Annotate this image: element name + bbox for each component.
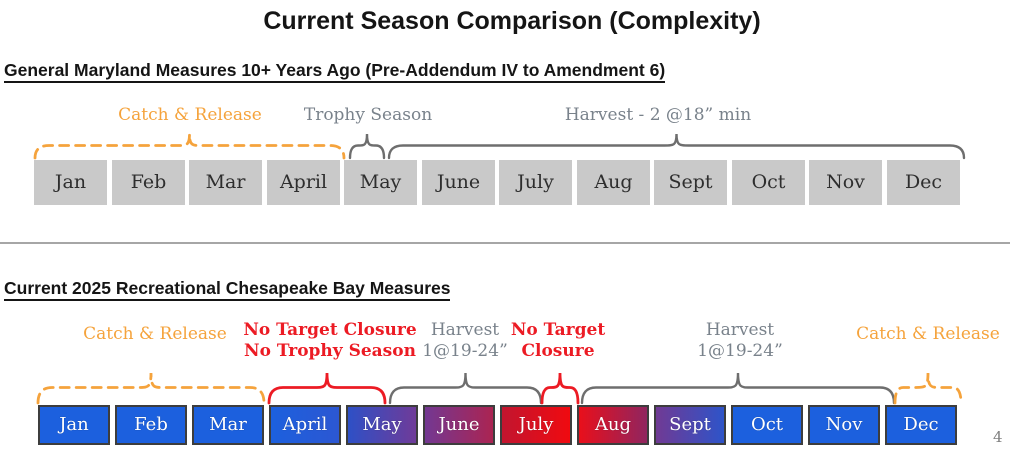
- month-cell: Jan: [38, 405, 110, 445]
- section2-heading: Current 2025 Recreational Chesapeake Bay…: [4, 278, 451, 301]
- month-cell: Aug: [577, 160, 650, 205]
- month-cell: July: [499, 160, 572, 205]
- page-number: 4: [993, 428, 1003, 446]
- brace-trophy-season: [348, 133, 386, 160]
- label-trophy-season: Trophy Season: [303, 105, 433, 125]
- label-catch-release-winter: Catch & Release: [83, 324, 227, 344]
- brace-catch-release-winter: [36, 372, 266, 405]
- month-cell: May: [346, 405, 418, 445]
- month-cell: July: [500, 405, 572, 445]
- month-cell: Oct: [732, 160, 805, 205]
- month-cell: June: [422, 160, 495, 205]
- month-cell: Dec: [885, 405, 957, 445]
- slide-title: Current Season Comparison (Complexity): [263, 7, 761, 35]
- brace-no-target-april: [267, 372, 387, 405]
- month-cell: Aug: [577, 405, 649, 445]
- label-harvest-old: Harvest - 2 @18” min: [564, 105, 752, 125]
- brace-catch-release-old: [33, 133, 346, 160]
- month-cell: Mar: [189, 160, 262, 205]
- month-cell: Dec: [887, 160, 960, 205]
- month-cell: Jan: [34, 160, 107, 205]
- month-cell: Nov: [808, 405, 880, 445]
- label-harvest-spring: Harvest 1@19-24”: [422, 320, 508, 361]
- month-cell: May: [344, 160, 417, 205]
- section1-heading: General Maryland Measures 10+ Years Ago …: [4, 60, 666, 83]
- label-catch-release-december: Catch & Release: [856, 324, 1000, 344]
- brace-harvest-spring: [388, 372, 543, 405]
- month-cell: Oct: [731, 405, 803, 445]
- label-no-target-april: No Target Closure No Trophy Season: [243, 320, 417, 361]
- brace-catch-release-december: [893, 372, 963, 405]
- month-cell: April: [269, 405, 341, 445]
- month-cell: Mar: [192, 405, 264, 445]
- brace-no-target-july: [540, 372, 580, 405]
- label-harvest-fall: Harvest 1@19-24”: [697, 320, 783, 361]
- label-catch-release-old: Catch & Release: [118, 105, 262, 125]
- month-cell: Sept: [654, 160, 727, 205]
- month-cell: Nov: [809, 160, 882, 205]
- section-divider: [0, 242, 1010, 244]
- month-cell: Feb: [115, 405, 187, 445]
- month-cell: Sept: [654, 405, 726, 445]
- brace-harvest-fall: [580, 372, 896, 405]
- month-cell: Feb: [112, 160, 185, 205]
- label-no-target-july: No Target Closure: [510, 320, 606, 361]
- month-cell: April: [267, 160, 340, 205]
- brace-harvest-old: [387, 133, 966, 160]
- month-cell: June: [423, 405, 495, 445]
